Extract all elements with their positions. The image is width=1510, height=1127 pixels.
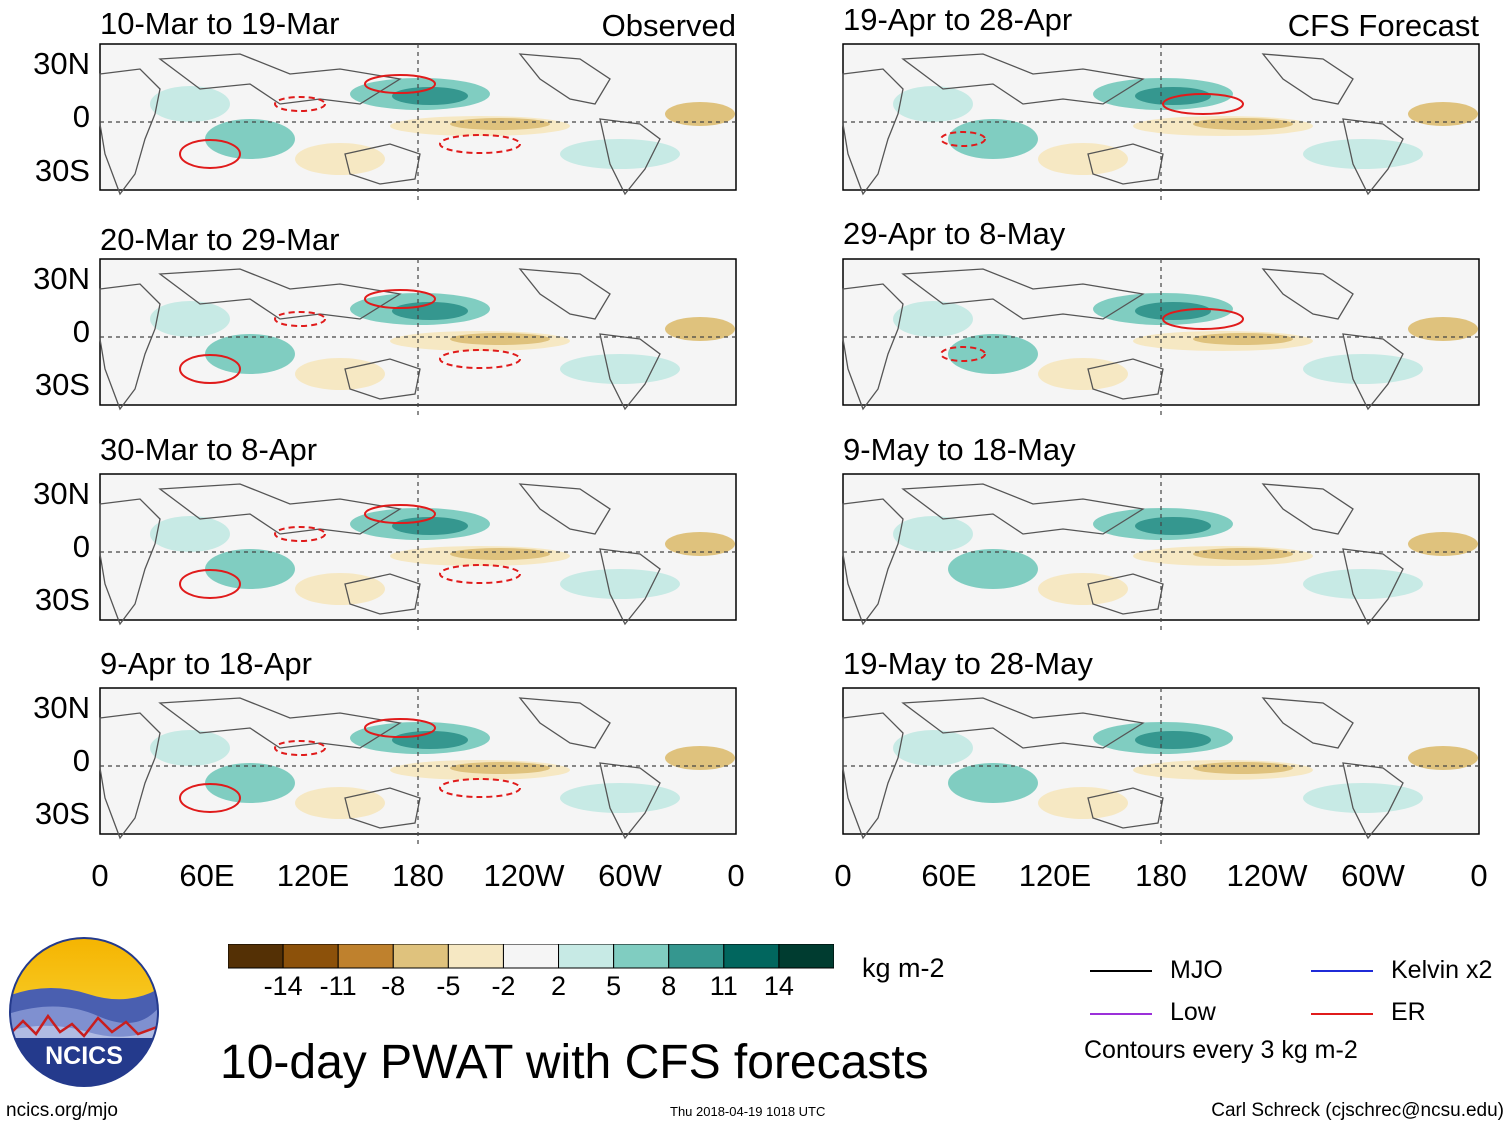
panel-label: Observed: [601, 8, 736, 43]
legend-label-kelvin: Kelvin x2: [1391, 956, 1493, 984]
colorbar-swatch: [723, 944, 780, 969]
colorbar-swatch: [778, 944, 834, 969]
colorbar-swatch: [668, 944, 725, 969]
legend-line-mjo: [1090, 970, 1152, 972]
colorbar-tick-label: 8: [661, 971, 677, 1001]
lat-label: 30S: [34, 367, 90, 402]
lon-label: 60W: [598, 858, 662, 893]
main-title: 10-day PWAT with CFS forecasts: [220, 1036, 929, 1089]
colorbar-swatch: [558, 944, 615, 969]
colorbar-swatch: [282, 944, 339, 969]
panel-observed-4: [99, 687, 737, 845]
lat-label: 0: [72, 314, 90, 349]
lon-label: 120E: [1018, 858, 1092, 893]
panel-title: 9-Apr to 18-Apr: [100, 646, 312, 681]
colorbar-tick-label: 2: [551, 971, 567, 1001]
ncics-logo: NCICS: [9, 937, 159, 1087]
panel-observed-1: [99, 43, 737, 201]
panel-forecast-2: [842, 258, 1480, 416]
lon-label: 0: [727, 858, 745, 893]
legend-line-kelvin: [1311, 970, 1373, 972]
lat-label: 30N: [33, 690, 90, 725]
legend-label-low: Low: [1170, 998, 1216, 1026]
lon-label: 60W: [1341, 858, 1405, 893]
footer-timestamp: Thu 2018-04-19 1018 UTC: [670, 1104, 826, 1119]
panel-title: 19-Apr to 28-Apr: [843, 2, 1073, 37]
legend-line-er: [1311, 1013, 1373, 1015]
colorbar-swatch: [502, 944, 560, 969]
legend-line-low: [1090, 1013, 1152, 1015]
panel-title: 19-May to 28-May: [843, 646, 1093, 681]
lon-label: 120W: [1226, 858, 1308, 893]
lon-label: 120E: [276, 858, 350, 893]
panel-forecast-3: [842, 473, 1480, 631]
lat-label: 30N: [33, 476, 90, 511]
panel-title: 20-Mar to 29-Mar: [100, 222, 340, 257]
lon-label: 0: [91, 858, 109, 893]
colorbar-tick-label: 14: [763, 971, 794, 1001]
lon-label: 120W: [483, 858, 565, 893]
lon-label: 180: [1135, 858, 1187, 893]
lat-label: 0: [72, 99, 90, 134]
lat-label: 30S: [34, 796, 90, 831]
panel-forecast-1: [842, 43, 1480, 201]
lon-label: 60E: [179, 858, 235, 893]
colorbar: [228, 944, 834, 969]
colorbar-swatch: [337, 944, 394, 969]
colorbar-swatch: [228, 944, 284, 969]
panel-title: 30-Mar to 8-Apr: [100, 432, 318, 467]
panel-title: 10-Mar to 19-Mar: [100, 6, 340, 41]
colorbar-tick-label: -5: [436, 971, 461, 1001]
panel-observed-3: [99, 473, 737, 631]
footer-author: Carl Schreck (cjschrec@ncsu.edu): [1211, 1100, 1504, 1121]
lon-label: 0: [834, 858, 852, 893]
lat-label: 0: [72, 743, 90, 778]
lon-label: 180: [392, 858, 444, 893]
lat-label: 30N: [33, 46, 90, 81]
lat-label: 0: [72, 529, 90, 564]
colorbar-tick-label: -8: [381, 971, 406, 1001]
legend-label-er: ER: [1391, 998, 1426, 1026]
panel-title: 29-Apr to 8-May: [843, 216, 1066, 251]
colorbar-units: kg m-2: [862, 953, 945, 983]
footer-url: ncics.org/mjo: [6, 1100, 118, 1121]
colorbar-swatch: [613, 944, 670, 969]
panel-title: 9-May to 18-May: [843, 432, 1076, 467]
legend-label-mjo: MJO: [1170, 956, 1223, 984]
lat-label: 30N: [33, 261, 90, 296]
colorbar-tick-label: -2: [491, 971, 516, 1001]
logo-text: NCICS: [45, 1042, 123, 1070]
legend-note: Contours every 3 kg m-2: [1084, 1036, 1358, 1064]
panel-label: CFS Forecast: [1287, 8, 1479, 43]
colorbar-swatch: [392, 944, 449, 969]
panel-observed-2: [99, 258, 737, 416]
colorbar-swatch: [447, 944, 504, 969]
colorbar-tick-label: 11: [709, 971, 738, 1001]
colorbar-tick-label: 5: [606, 971, 622, 1001]
map-panels: [99, 43, 1480, 845]
lon-label: 0: [1470, 858, 1488, 893]
lat-label: 30S: [34, 582, 90, 617]
colorbar-tick-label: -14: [263, 971, 303, 1001]
colorbar-tick-label: -11: [319, 971, 357, 1001]
panel-forecast-4: [842, 687, 1480, 845]
lat-label: 30S: [34, 153, 90, 188]
lon-label: 60E: [921, 858, 977, 893]
